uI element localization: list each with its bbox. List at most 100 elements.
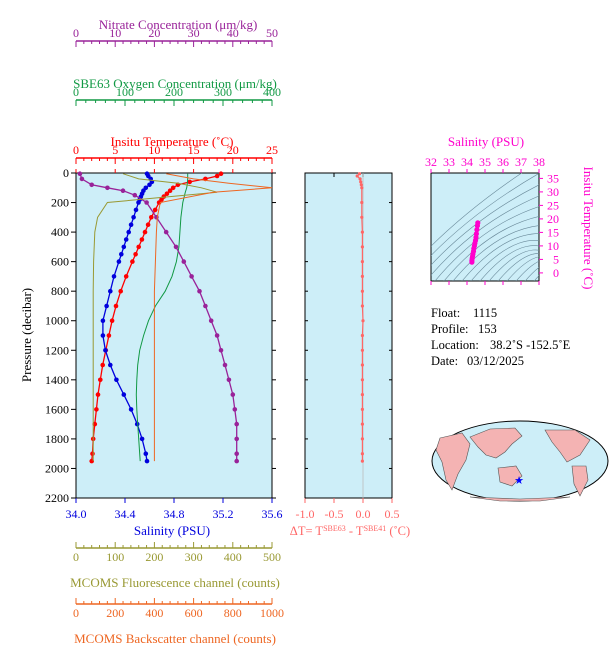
temperature-tick-label: 20 (227, 143, 239, 157)
salinity-data-point (108, 288, 113, 294)
europe-africa-landmass (435, 432, 471, 491)
float-location-star-icon: ★ (514, 475, 524, 487)
temperature-tick-label: 25 (266, 143, 278, 157)
nitrate-tick-label: 10 (109, 26, 121, 40)
temperature-axis-label: Insitu Temperature (˚C) (110, 134, 233, 149)
temperature-data-point (164, 191, 170, 196)
ts-temperature-tick-label: 5 (553, 252, 559, 266)
ts-temperature-tick-label: 10 (547, 239, 559, 253)
temperature-tick-label: 0 (73, 143, 79, 157)
profile-label: Profile: (431, 322, 469, 336)
nitrate-data-point (163, 229, 169, 235)
temperature-data-point (170, 185, 176, 191)
salinity-tick-label: 35.2 (213, 507, 234, 521)
nitrate-data-point (234, 421, 239, 427)
salinity-data-point (111, 274, 117, 279)
location-label: Location: (431, 338, 479, 352)
salinity-data-point (104, 303, 109, 309)
nitrate-data-point (189, 274, 194, 279)
oxygen-tick-label: 0 (73, 85, 79, 99)
density-contour (461, 233, 539, 281)
temperature-data-point (130, 259, 135, 264)
delta-t-plot-layer: -1.0 -0.5 0.0 0.5 (296, 172, 400, 521)
salinity-data-point (100, 318, 106, 324)
delta-t-data-point (360, 260, 364, 264)
pressure-tick-label: 0 (63, 166, 69, 180)
temperature-data-point (142, 229, 148, 235)
nitrate-tick-label: 20 (148, 26, 160, 40)
salinity-data-point (131, 215, 136, 220)
nitrate-data-point (77, 171, 83, 176)
delta-t-data-point (360, 393, 364, 397)
date-label: Date: (431, 354, 458, 368)
nitrate-tick-label: 50 (266, 26, 278, 40)
salinity-tick-label: 34.4 (115, 507, 136, 521)
delta-t-label-sup2: SBE41 (364, 524, 387, 533)
nitrate-data-point (173, 244, 179, 250)
oxygen-tick-label: 100 (116, 85, 134, 99)
backscatter-tick-label: 800 (224, 606, 242, 620)
salinity-data-point (128, 222, 134, 227)
delta-t-data-point (360, 274, 364, 278)
delta-t-panel: -1.0 -0.5 0.0 0.5 (296, 172, 400, 521)
salinity-data-point (114, 377, 119, 383)
density-contour (470, 240, 539, 281)
float-label: Float: (431, 306, 460, 320)
temperature-data-point (90, 451, 95, 457)
nitrate-tick-label: 0 (73, 26, 79, 40)
temperature-data-point (218, 171, 224, 176)
nitrate-data-point (132, 192, 138, 198)
pressure-tick-label: 1800 (45, 432, 69, 446)
delta-t-data-point (357, 172, 362, 176)
density-contour (506, 256, 539, 281)
temperature-data-point (187, 179, 192, 185)
pressure-tick-label: 400 (51, 225, 69, 239)
ts-temperature-tick-label: 0 (553, 266, 559, 280)
delta-t-tick-label: -0.5 (325, 507, 344, 521)
ts-salinity-tick-label: 33 (443, 155, 455, 169)
salinity-data-point (108, 362, 113, 368)
location-value: 38.2˚S -152.5˚E (490, 338, 571, 352)
nitrate-axis-label: Nitrate Concentration (μm/kg) (99, 17, 258, 32)
australia-landmass (497, 465, 523, 487)
pressure-tick-label: 200 (51, 196, 69, 210)
ts-salinity-tick-label: 32 (425, 155, 437, 169)
temperature-data-point (94, 407, 99, 412)
delta-t-data-point (360, 407, 364, 411)
fluorescence-tick-label: 300 (185, 550, 203, 564)
oxygen-tick-label: 300 (214, 85, 232, 99)
temperature-tick-label: 10 (148, 143, 160, 157)
fluorescence-tick-label: 0 (73, 550, 79, 564)
nitrate-data-point (234, 451, 239, 457)
temperature-data-point (113, 303, 119, 309)
oxygen-tick-label: 200 (165, 85, 183, 99)
delta-t-data-point (360, 363, 364, 367)
salinity-tick-label: 34.8 (164, 507, 185, 521)
south-america-landmass (571, 465, 589, 497)
temperature-data-point (167, 188, 173, 193)
salinity-data-point (103, 348, 108, 353)
nitrate-data-point (208, 318, 214, 324)
pressure-tick-label: 1400 (45, 373, 69, 387)
temperature-data-point (149, 215, 154, 220)
temperature-data-point (123, 274, 129, 279)
delta-t-label-sup1: SBE63 (323, 524, 346, 533)
backscatter-tick-label: 600 (185, 606, 203, 620)
nitrate-data-point (105, 185, 110, 191)
delta-t-tick-label: 0.0 (356, 507, 371, 521)
density-contour (452, 225, 539, 281)
density-contour (431, 195, 539, 276)
world-map: ★ (431, 420, 609, 502)
temperature-data-point (214, 173, 220, 179)
delta-t-data-point (360, 459, 364, 463)
density-contour (479, 245, 539, 281)
temperature-data-point (98, 377, 103, 383)
nitrate-data-point (218, 348, 224, 353)
temperature-tick-label: 15 (188, 143, 200, 157)
delta-t-data-point (360, 200, 364, 205)
salinity-tick-label: 35.6 (262, 507, 283, 521)
nitrate-data-point (230, 392, 236, 397)
